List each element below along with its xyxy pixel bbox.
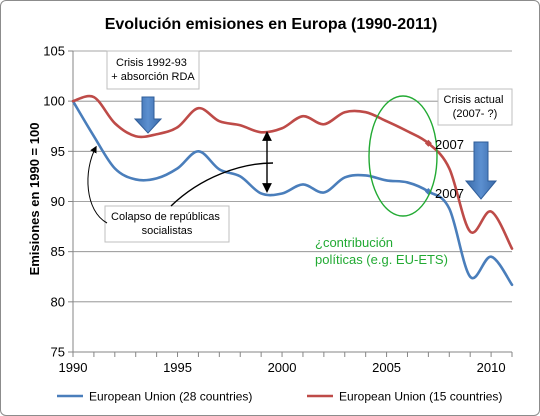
crisis-actual-box bbox=[437, 88, 513, 126]
marker-2007-eu15 bbox=[424, 139, 432, 147]
policies-ellipse bbox=[368, 95, 438, 217]
collapse-box bbox=[104, 205, 230, 243]
label-2007-eu28: 2007 bbox=[435, 186, 464, 201]
crisis-actual-text: Crisis actual (2007- ?) bbox=[444, 94, 507, 120]
y-tick-100: 100 bbox=[43, 94, 65, 109]
x-tick-2000: 2000 bbox=[268, 360, 297, 375]
x-tick-1990: 1990 bbox=[59, 360, 88, 375]
series-layer bbox=[71, 94, 514, 287]
y-tick-105: 105 bbox=[43, 44, 65, 59]
legend: European Union (28 countries) European Un… bbox=[57, 390, 502, 404]
crisis-1992-down-arrow bbox=[133, 96, 163, 134]
label-2007-eu15: 2007 bbox=[435, 137, 464, 152]
y-tick-90: 90 bbox=[51, 194, 65, 209]
y-axis-label: Emisiones en 1990 = 100 bbox=[27, 123, 42, 276]
policies-text: ¿contribución políticas (e.g. EU-ETS) bbox=[315, 235, 448, 267]
annotation-crisis-actual: Crisis actual (2007- ?) bbox=[437, 88, 513, 200]
crisis-1992-box bbox=[106, 50, 200, 90]
legend-label-eu28: European Union (28 countries) bbox=[89, 390, 252, 404]
crisis-1992-text: Crisis 1992-93 + absorción RDA bbox=[111, 57, 195, 83]
annotation-policies: ¿contribución políticas (e.g. EU-ETS) bbox=[315, 95, 448, 267]
x-tick-1995: 1995 bbox=[163, 360, 192, 375]
y-tick-75: 75 bbox=[51, 345, 65, 360]
y-tick-labels: 75 80 85 90 95 100 105 bbox=[43, 44, 65, 360]
collapse-arrow-left bbox=[87, 145, 108, 224]
y-tick-85: 85 bbox=[51, 244, 65, 259]
series-line-eu28 bbox=[71, 99, 514, 287]
crisis-actual-down-arrow bbox=[464, 141, 498, 200]
collapse-text: Colapso de repúblicas socialistas bbox=[111, 211, 223, 237]
chart-title: Evolución emisiones en Europa (1990-2011… bbox=[105, 16, 438, 33]
y-tick-95: 95 bbox=[51, 144, 65, 159]
annotation-collapse: Colapso de repúblicas socialistas bbox=[87, 131, 274, 243]
y-tick-80: 80 bbox=[51, 294, 65, 309]
legend-label-eu15: European Union (15 countries) bbox=[339, 390, 502, 404]
x-tick-labels: 1990 1995 2000 2005 2010 bbox=[59, 360, 506, 375]
point-labels: 2007 2007 bbox=[435, 137, 464, 201]
annotation-crisis-1992: Crisis 1992-93 + absorción RDA bbox=[106, 50, 200, 134]
x-tick-2010: 2010 bbox=[477, 360, 506, 375]
x-tick-2005: 2005 bbox=[372, 360, 401, 375]
series-line-eu15 bbox=[71, 94, 514, 250]
